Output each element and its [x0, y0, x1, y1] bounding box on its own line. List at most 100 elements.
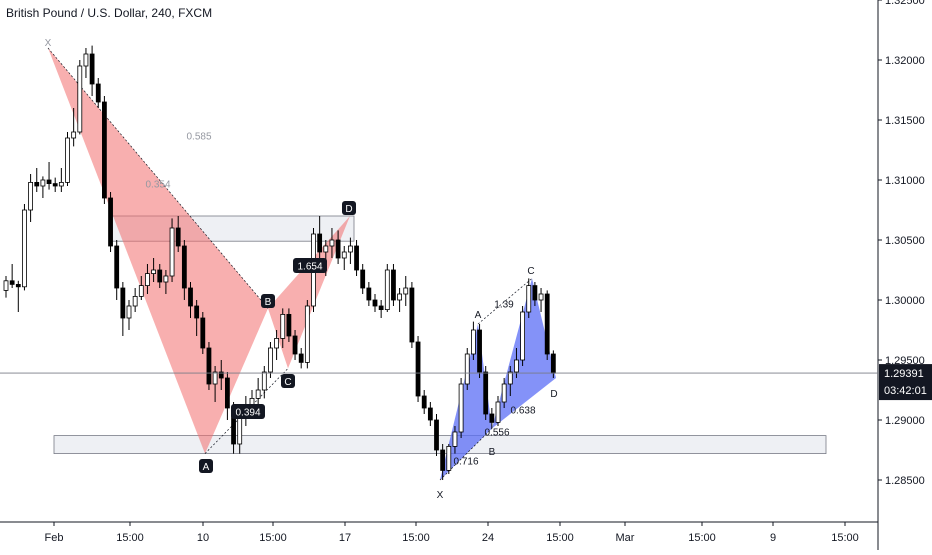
y-tick-label: 1.28500: [885, 475, 925, 487]
candle-body: [3, 280, 9, 291]
candle-body: [138, 285, 144, 297]
candle-body: [458, 383, 464, 433]
candle-body: [132, 295, 138, 307]
x-tick-label: Mar: [616, 532, 635, 544]
ratio-badge: [231, 404, 265, 419]
pattern-point-label: A: [475, 310, 482, 321]
candle-body: [206, 347, 212, 385]
candle-body: [40, 179, 46, 187]
pattern-point-label: X: [437, 490, 444, 501]
candle-body: [274, 337, 280, 349]
candle-body: [335, 239, 341, 259]
y-tick-label: 1.32500: [885, 0, 925, 7]
candle-body: [292, 335, 298, 355]
ratio-label: 0.394: [235, 408, 260, 419]
candle-body: [120, 287, 126, 319]
candle-body: [175, 227, 181, 247]
zone-rect: [53, 435, 827, 455]
candle-body: [181, 245, 187, 289]
candle-body: [317, 233, 323, 253]
candle-body: [329, 239, 335, 247]
ratio-label: 1.39: [494, 300, 514, 311]
candle-body: [538, 293, 544, 301]
candle-body: [298, 353, 304, 363]
candle-body: [477, 329, 482, 373]
y-tick-label: 1.29000: [885, 415, 925, 427]
candle-body: [15, 283, 21, 288]
candle-body: [360, 269, 366, 289]
candle-body: [354, 245, 359, 271]
candle-body: [145, 273, 150, 287]
candle-body: [452, 431, 458, 447]
candle-body: [102, 101, 107, 199]
candle-body: [550, 353, 556, 374]
candle-body: [427, 407, 433, 421]
candle-body: [261, 371, 267, 391]
pattern-labels: X A B C D X A B C D 0.585 0.354 0.394 1.654 1.39 0.716 0…: [45, 38, 558, 501]
y-tick-label: 1.31500: [885, 115, 925, 127]
candle-body: [83, 53, 89, 67]
ratio-label: 0.716: [453, 457, 478, 468]
pattern-point-badge: [342, 201, 356, 215]
candle-body: [341, 251, 347, 259]
ratio-label: 0.638: [510, 406, 535, 417]
candle-body: [34, 181, 40, 187]
candle-body: [9, 280, 15, 285]
ratio-label: 0.585: [186, 132, 211, 143]
candle-body: [218, 371, 224, 379]
candle-body: [483, 371, 489, 415]
candle-body: [114, 245, 120, 289]
pattern-point-label: D: [550, 389, 557, 400]
x-tick-label: 15:00: [688, 532, 716, 544]
candle-body: [397, 293, 403, 301]
candle-body: [384, 269, 390, 310]
x-tick-label: 17: [339, 532, 351, 544]
candle-body: [200, 317, 206, 349]
candle-body: [224, 377, 230, 409]
pattern-point-label: A: [203, 462, 210, 473]
last-price-countdown: 03:42:01: [884, 385, 927, 397]
candle-body: [372, 299, 378, 307]
x-tick-label: 15:00: [546, 532, 574, 544]
candle-body: [409, 287, 415, 343]
candle-body: [446, 445, 452, 471]
chart-title: British Pound / U.S. Dollar, 240, FXCM: [6, 6, 212, 20]
candle-body: [495, 401, 501, 423]
candle-body: [169, 227, 175, 277]
candle-body: [95, 83, 101, 103]
candle-body: [415, 341, 421, 397]
ratio-label: 1.654: [297, 262, 322, 273]
candle-body: [421, 395, 427, 409]
pattern-ratio-line: [47, 47, 269, 309]
ratio-label: 0.354: [145, 180, 170, 191]
y-tick-label: 1.32000: [885, 55, 925, 67]
candle-body: [304, 305, 310, 363]
candle-body: [108, 197, 113, 247]
candle-body: [212, 371, 218, 385]
candle-body: [501, 383, 507, 403]
candle-body: [347, 245, 353, 253]
pattern-point-badge: [281, 374, 295, 388]
candle-body: [22, 209, 27, 288]
pattern-point-label: C: [527, 266, 534, 277]
x-tick-label: 9: [770, 532, 776, 544]
pattern-point-label: X: [45, 38, 52, 49]
candle-body: [268, 347, 273, 373]
y-tick-label: 1.30000: [885, 295, 925, 307]
pattern-point-label: D: [345, 204, 352, 215]
ratio-label: 0.556: [484, 428, 509, 439]
x-tick-label: 10: [197, 532, 209, 544]
y-tick-label: 1.31000: [885, 175, 925, 187]
candle-body: [391, 269, 396, 301]
candle-body: [532, 285, 538, 301]
candle-body: [440, 449, 446, 471]
candle-body: [520, 311, 525, 361]
candle-body: [378, 305, 384, 310]
candle-body: [71, 131, 77, 139]
candle-body: [28, 181, 34, 211]
candle-body: [52, 183, 58, 187]
x-tick-label: 15:00: [831, 532, 859, 544]
candle-body: [255, 389, 261, 399]
